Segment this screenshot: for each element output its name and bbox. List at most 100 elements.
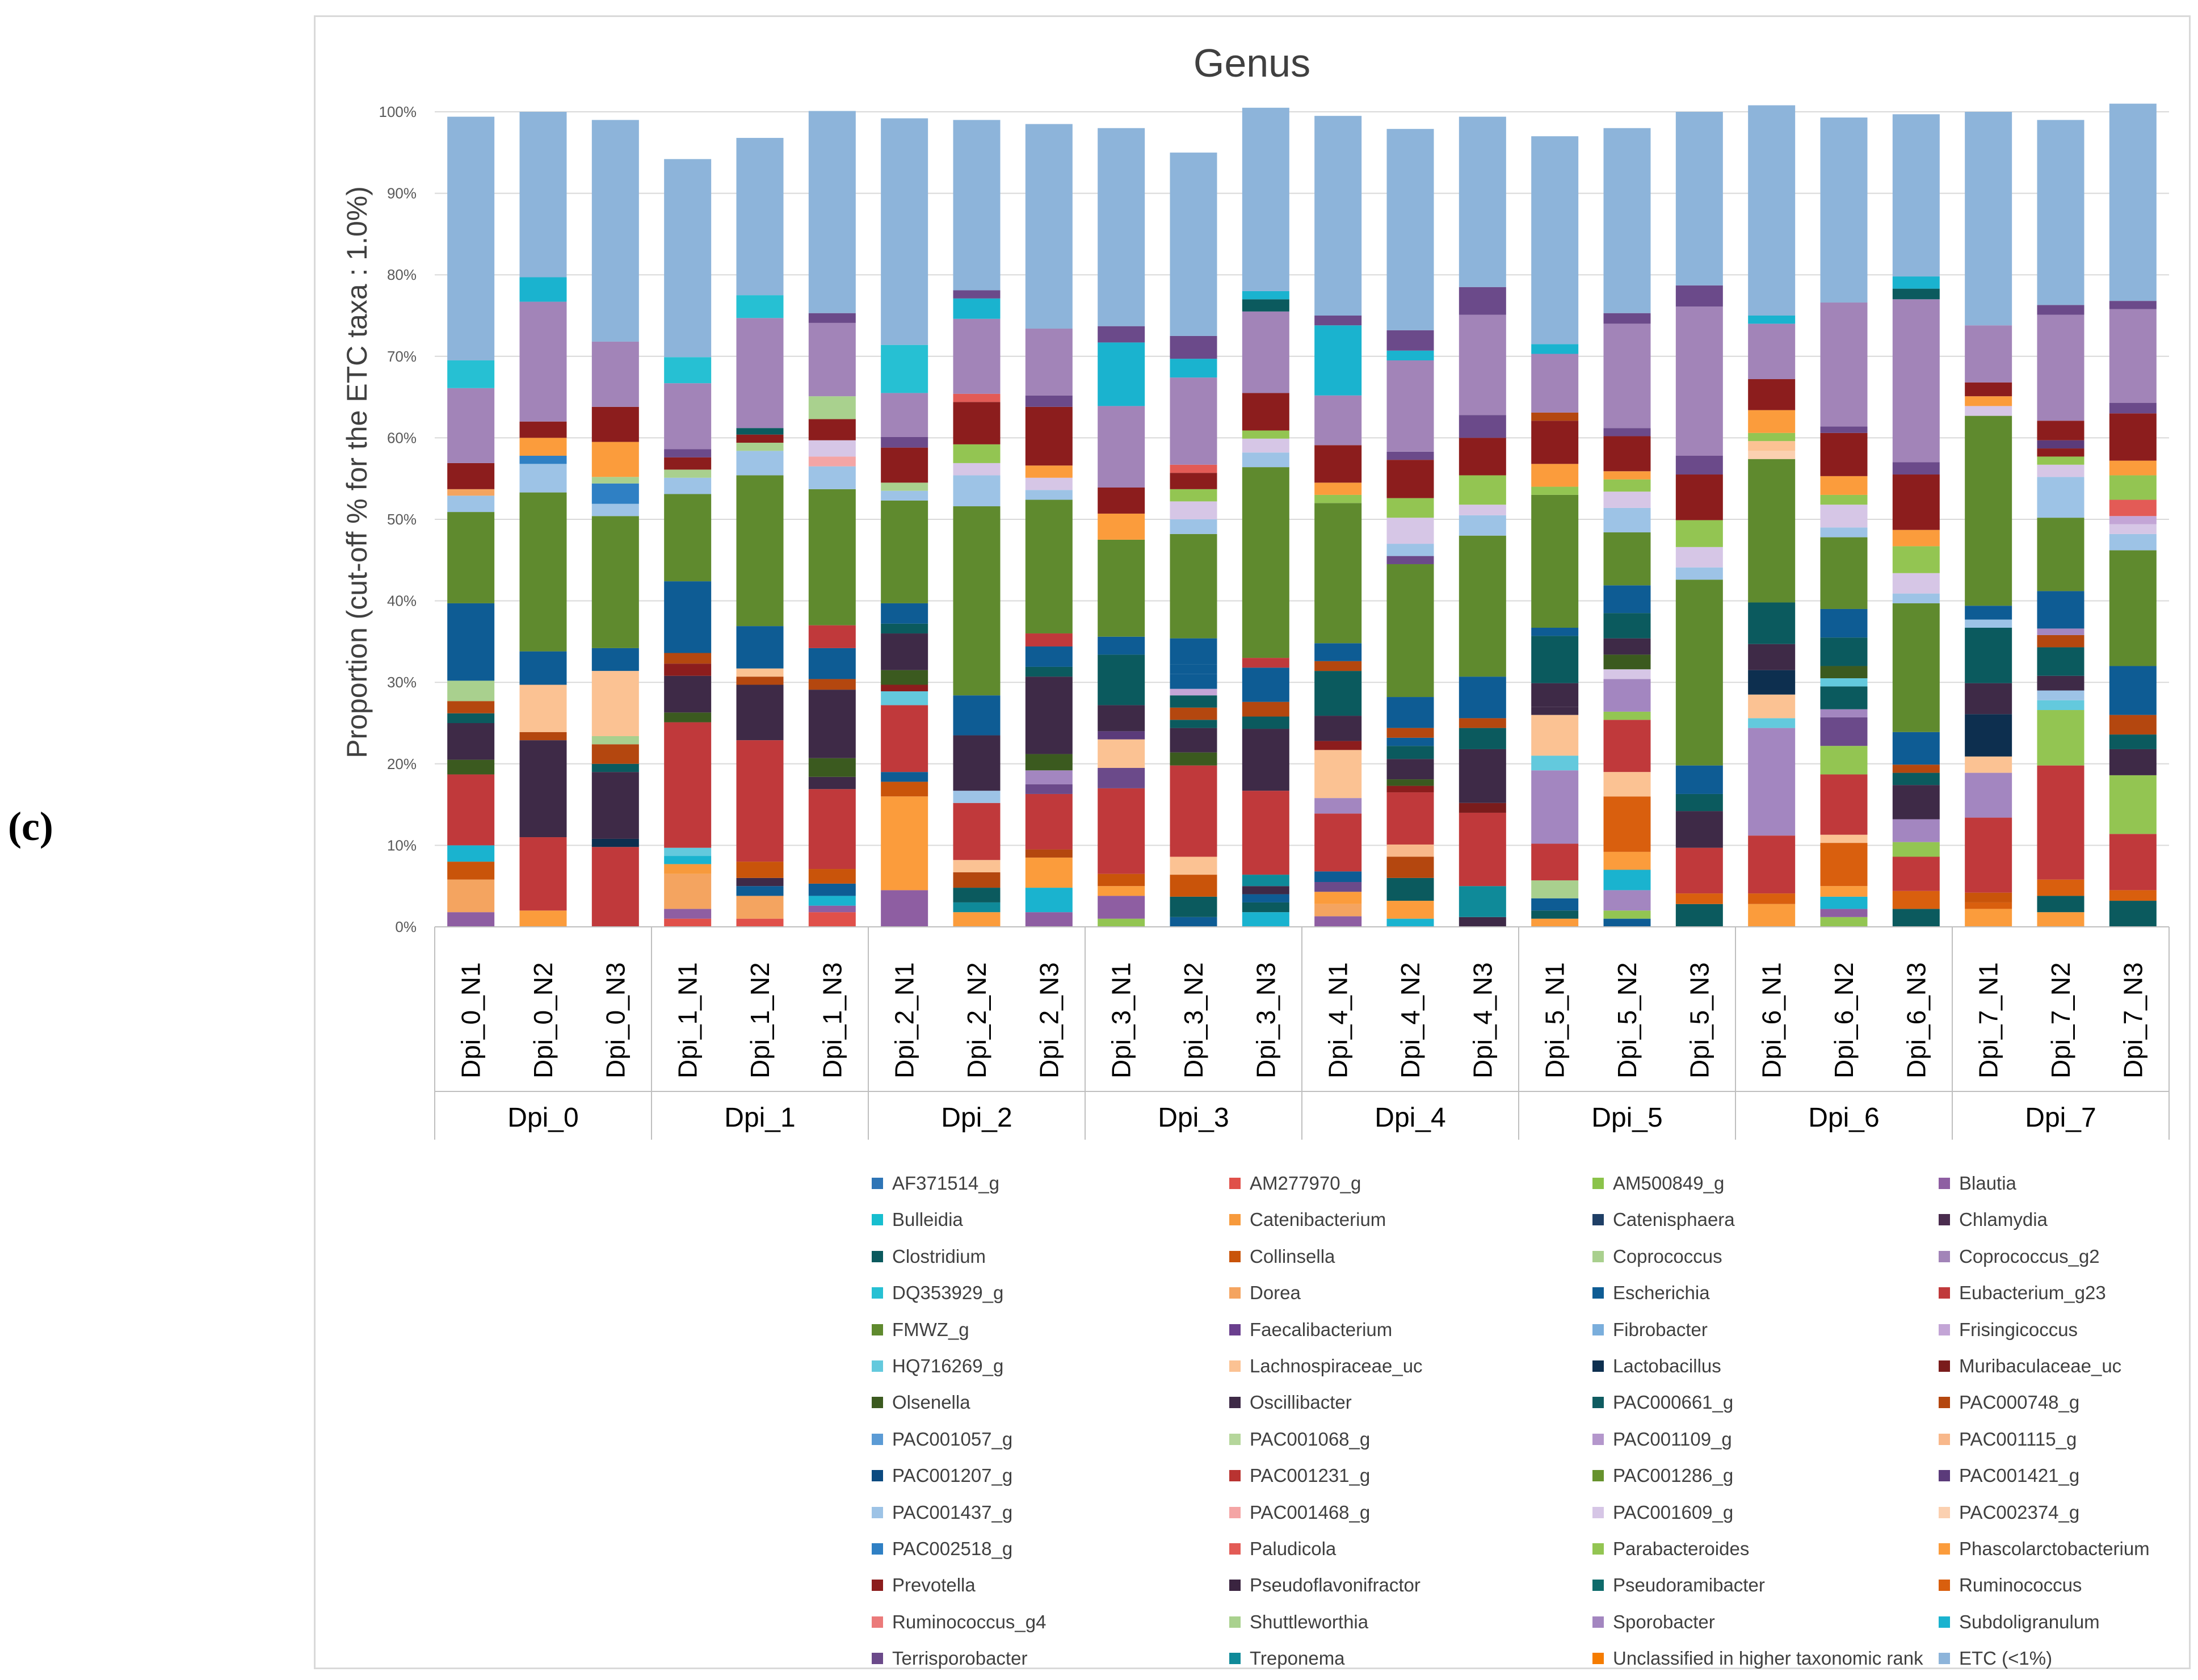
bar-segment	[736, 318, 784, 429]
bar-segment	[447, 774, 495, 846]
bar-segment	[1170, 875, 1217, 897]
bar-segment	[591, 772, 639, 839]
legend-item: PAC000748_g	[1939, 1385, 2079, 1419]
bar-segment	[736, 684, 784, 741]
bar-segment	[664, 469, 712, 478]
bar-segment	[1675, 765, 1723, 794]
bar-segment	[881, 691, 928, 705]
bar-segment	[447, 463, 495, 489]
bar-segment	[1675, 847, 1723, 894]
bar-segment	[1459, 803, 1506, 813]
bar-segment	[1675, 811, 1723, 848]
x-tick-label: Dpi_0_N1	[456, 962, 486, 1078]
legend-swatch	[1229, 1287, 1241, 1299]
bar-segment	[808, 440, 856, 457]
bar-segment	[664, 477, 712, 494]
bar-segment	[2109, 834, 2157, 891]
legend-label: Subdoligranulum	[1959, 1611, 2100, 1632]
legend-item: Coprococcus_g2	[1939, 1240, 2100, 1274]
bar-segment	[1892, 909, 1940, 927]
bar-segment	[1603, 669, 1651, 679]
legend-item: Pseudoflavonifractor	[1229, 1568, 1420, 1602]
legend-swatch	[872, 1543, 883, 1555]
bar-segment	[1892, 546, 1940, 573]
bar-segment	[1820, 527, 1868, 537]
bar-segment	[519, 651, 567, 685]
bar-segment	[1603, 654, 1651, 670]
bar-stack-Dpi_2_N3	[1025, 124, 1073, 927]
legend-label: Clostridium	[892, 1245, 986, 1267]
bar-segment	[1242, 452, 1289, 468]
bar-segment	[664, 159, 712, 358]
bar-segment	[808, 883, 856, 896]
x-tick-label: Dpi_7_N3	[2118, 962, 2147, 1078]
bar-segment	[2109, 775, 2157, 834]
x-tick-label: Dpi_1_N2	[745, 962, 775, 1078]
bar-segment	[1675, 306, 1723, 456]
bar-segment	[736, 475, 784, 627]
bar-segment	[2037, 647, 2084, 676]
bar-segment	[1965, 112, 2012, 326]
x-tick-label: Dpi_2_N3	[1034, 962, 1064, 1078]
bar-segment	[2037, 305, 2084, 315]
bar-segment	[1314, 813, 1362, 872]
bar-segment	[1892, 603, 1940, 732]
bar-segment	[1098, 788, 1145, 874]
bar-segment	[1314, 671, 1362, 716]
bar-segment	[1531, 880, 1579, 898]
bar-segment	[1170, 765, 1217, 857]
legend-label: Catenibacterium	[1250, 1209, 1386, 1230]
bar-segment	[1531, 136, 1579, 345]
bar-segment	[1386, 330, 1434, 351]
bar-segment	[1025, 395, 1073, 407]
bar-segment	[1170, 728, 1217, 753]
bar-segment	[447, 862, 495, 880]
bar-segment	[808, 912, 856, 927]
bar-segment	[1892, 819, 1940, 842]
bar-segment	[1170, 638, 1217, 665]
bar-segment	[736, 677, 784, 685]
legend-item: PAC001068_g	[1229, 1422, 1370, 1456]
bar-segment	[591, 483, 639, 504]
bar-segment	[953, 695, 1001, 736]
bar-segment	[1748, 379, 1796, 410]
bar-segment	[881, 705, 928, 772]
bar-segment	[1820, 909, 1868, 917]
bar-segment	[591, 736, 639, 745]
bar-stack-Dpi_7_N1	[1965, 112, 2012, 927]
bar-segment	[1170, 359, 1217, 378]
bar-segment	[447, 879, 495, 913]
bar-segment	[1025, 857, 1073, 888]
group-label: Dpi_2	[941, 1103, 1012, 1133]
bar-segment	[808, 648, 856, 679]
bar-segment	[664, 856, 712, 864]
bar-segment	[808, 466, 856, 489]
bar-segment	[1748, 694, 1796, 719]
bar-segment	[1675, 579, 1723, 766]
bar-segment	[1820, 774, 1868, 835]
legend-label: Terrisporobacter	[892, 1648, 1028, 1669]
bar-stack-Dpi_4_N2	[1386, 129, 1434, 927]
bar-segment	[1459, 505, 1506, 515]
bar-segment	[1170, 519, 1217, 534]
bar-segment	[1820, 432, 1868, 476]
bar-segment	[1025, 677, 1073, 754]
legend-swatch	[1939, 1397, 1950, 1409]
legend-swatch	[1939, 1178, 1950, 1189]
bar-segment	[1820, 917, 1868, 927]
legend-label: PAC001468_g	[1250, 1501, 1371, 1523]
bar-segment	[736, 443, 784, 451]
bar-segment	[2037, 690, 2084, 700]
bar-segment	[1748, 316, 1796, 324]
bar-segment	[1170, 856, 1217, 875]
bar-segment	[664, 449, 712, 457]
bar-segment	[2037, 120, 2084, 305]
bar-segment	[1242, 430, 1289, 439]
legend-label: Muribaculaceae_uc	[1959, 1355, 2122, 1376]
bar-segment	[1098, 513, 1145, 540]
bar-segment	[519, 421, 567, 438]
bar-segment	[591, 341, 639, 407]
bar-segment	[1603, 796, 1651, 852]
bar-segment	[664, 847, 712, 856]
bar-segment	[2109, 402, 2157, 414]
